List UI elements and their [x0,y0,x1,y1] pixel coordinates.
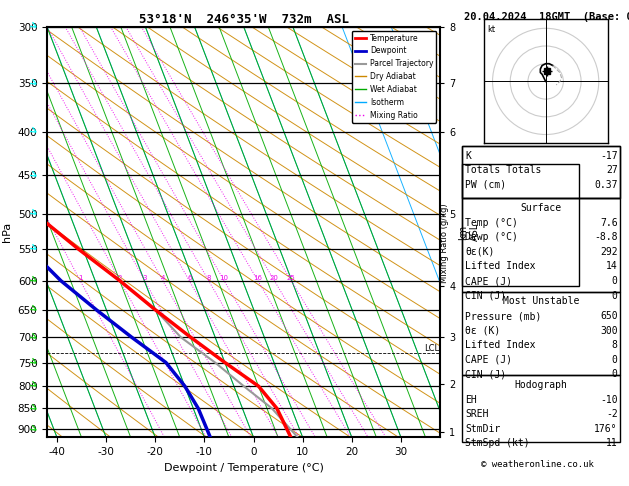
Text: θε(K): θε(K) [465,247,495,257]
Text: 11: 11 [606,438,618,449]
Y-axis label: hPa: hPa [2,222,12,242]
Text: >: > [27,380,40,393]
Text: 300: 300 [600,326,618,336]
Text: >: > [27,169,40,182]
Text: θε (K): θε (K) [465,326,501,336]
Title: 53°18'N  246°35'W  732m  ASL: 53°18'N 246°35'W 732m ASL [139,13,348,26]
Text: StmDir: StmDir [465,424,501,434]
Text: Lifted Index: Lifted Index [465,261,536,272]
Text: Temp (°C): Temp (°C) [465,218,518,228]
Text: 2: 2 [118,275,122,281]
Text: >: > [27,275,40,287]
Text: Most Unstable: Most Unstable [503,296,579,307]
Text: CIN (J): CIN (J) [465,369,506,380]
Text: 10: 10 [220,275,229,281]
Text: 16: 16 [253,275,262,281]
Text: EH: EH [465,395,477,405]
Text: 292: 292 [600,247,618,257]
Text: >: > [27,243,40,255]
Legend: Temperature, Dewpoint, Parcel Trajectory, Dry Adiabat, Wet Adiabat, Isotherm, Mi: Temperature, Dewpoint, Parcel Trajectory… [352,31,437,122]
Text: >: > [27,423,40,436]
Text: 8: 8 [612,340,618,350]
Text: Lifted Index: Lifted Index [465,340,536,350]
Text: Surface: Surface [520,203,562,213]
Text: -8.8: -8.8 [594,232,618,243]
Text: >: > [27,331,40,344]
Text: LCL: LCL [424,344,439,353]
Text: 650: 650 [600,311,618,321]
Text: 14: 14 [606,261,618,272]
Text: CAPE (J): CAPE (J) [465,355,513,365]
Text: Hodograph: Hodograph [515,380,567,390]
Text: -17: -17 [600,151,618,161]
Text: 0: 0 [612,369,618,380]
Text: 20.04.2024  18GMT  (Base: 00): 20.04.2024 18GMT (Base: 00) [464,12,629,22]
Text: 0: 0 [612,276,618,286]
Text: 0.37: 0.37 [594,180,618,190]
Text: CIN (J): CIN (J) [465,291,506,301]
Text: CAPE (J): CAPE (J) [465,276,513,286]
Text: 8: 8 [206,275,211,281]
Text: Pressure (mb): Pressure (mb) [465,311,542,321]
Y-axis label: km
ASL: km ASL [459,223,480,241]
Text: >: > [27,356,40,369]
Text: >: > [27,402,40,415]
Text: SREH: SREH [465,409,489,419]
Text: >: > [27,20,40,33]
Text: >: > [27,77,40,89]
Text: kt: kt [487,25,496,34]
Text: PW (cm): PW (cm) [465,180,506,190]
Text: 6: 6 [187,275,191,281]
Text: K: K [465,151,471,161]
Text: 1: 1 [78,275,82,281]
Text: 0: 0 [612,355,618,365]
Text: 20: 20 [270,275,279,281]
Text: 7.6: 7.6 [600,218,618,228]
Text: 27: 27 [606,165,618,175]
Text: StmSpd (kt): StmSpd (kt) [465,438,530,449]
Text: >: > [27,126,40,139]
Text: >: > [27,304,40,316]
Text: Mixing Ratio (g/kg): Mixing Ratio (g/kg) [440,203,448,283]
Text: © weatheronline.co.uk: © weatheronline.co.uk [481,460,594,469]
Text: >: > [27,208,40,220]
Text: Dewp (°C): Dewp (°C) [465,232,518,243]
Text: -10: -10 [600,395,618,405]
X-axis label: Dewpoint / Temperature (°C): Dewpoint / Temperature (°C) [164,463,324,473]
Text: 176°: 176° [594,424,618,434]
Text: 0: 0 [612,291,618,301]
Text: 25: 25 [287,275,296,281]
Text: Totals Totals: Totals Totals [465,165,542,175]
Text: -2: -2 [606,409,618,419]
Text: 3: 3 [142,275,147,281]
Text: 4: 4 [160,275,165,281]
